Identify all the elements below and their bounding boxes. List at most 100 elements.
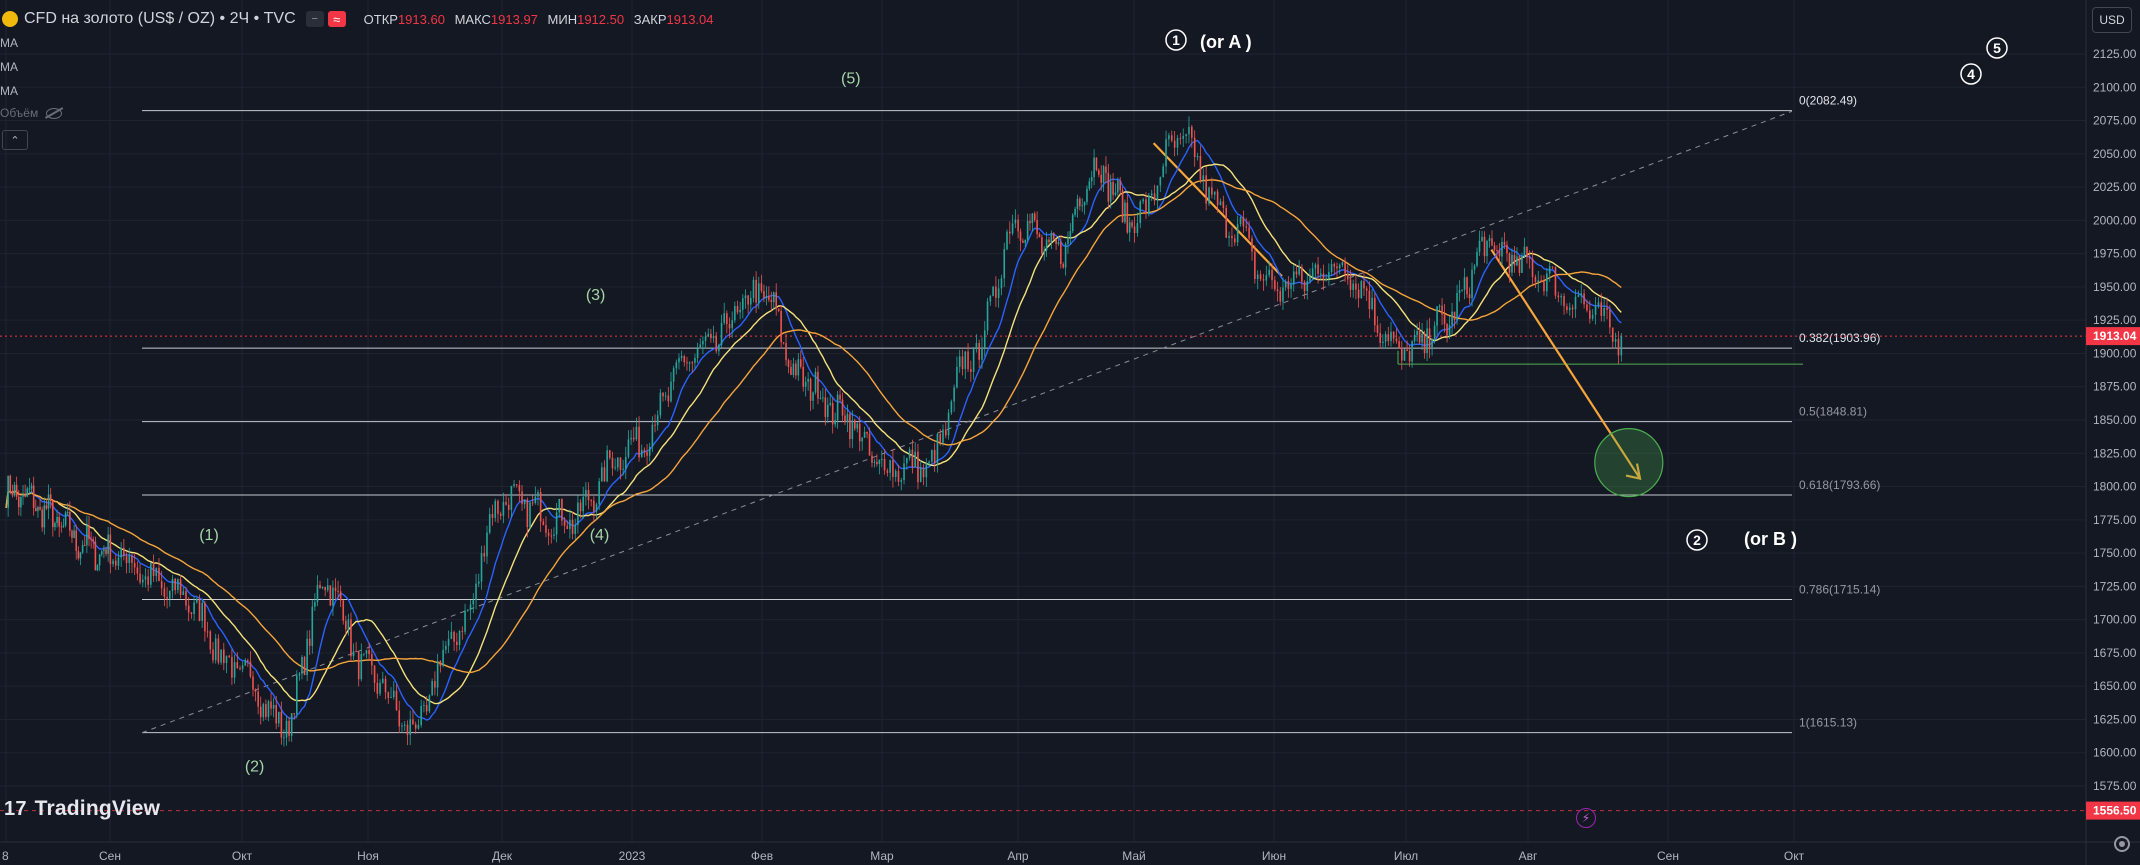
candle-body: [228, 655, 231, 657]
candle-body: [1591, 314, 1594, 319]
candle-body: [1109, 181, 1112, 202]
candle-body: [56, 517, 58, 524]
candle-body: [755, 279, 757, 303]
candle-body: [883, 458, 886, 471]
symbol-title[interactable]: CFD на золото (US$ / OZ) • 2Ч • TVC: [24, 10, 296, 27]
candle-body: [873, 461, 876, 463]
candle-body: [1461, 289, 1463, 291]
candle-body: [376, 682, 379, 694]
candle-body: [710, 333, 712, 339]
candle-body: [239, 668, 241, 670]
candle-body: [342, 600, 345, 621]
x-tick-label: Фев: [751, 849, 773, 863]
candle-body: [319, 584, 321, 589]
candle-body: [160, 581, 163, 589]
candle-body: [387, 692, 390, 698]
x-tick-label: Сен: [1657, 849, 1679, 863]
candle-body: [1295, 271, 1298, 275]
candle-body: [1426, 328, 1428, 354]
major-wave-4: 4: [1960, 63, 1982, 85]
ohlc-values: ОТКР1913.60 МАКС1913.97 МИН1912.50 ЗАКР1…: [364, 12, 720, 27]
candle-body: [614, 467, 616, 469]
minimize-icon[interactable]: −: [305, 11, 324, 27]
indicator-ma-2[interactable]: MA: [0, 60, 18, 74]
candle-body: [1493, 245, 1496, 251]
candle-body: [648, 446, 651, 456]
candle-body: [1090, 177, 1093, 182]
candle-body: [1528, 257, 1531, 259]
candle-body: [107, 534, 109, 554]
candle-body: [1603, 307, 1605, 316]
candle-body: [201, 602, 203, 621]
signal-icon[interactable]: ≈: [327, 11, 346, 27]
gear-icon[interactable]: [2114, 836, 2130, 852]
candle-body: [1476, 251, 1478, 266]
candle-body: [139, 573, 141, 583]
candle-body: [1338, 264, 1341, 269]
candle-body: [466, 609, 469, 611]
wave-number: 4: [1967, 66, 1975, 82]
candle-body: [1574, 296, 1577, 310]
candle-body: [1471, 269, 1473, 299]
candle-body: [829, 403, 832, 405]
candle-body: [1620, 336, 1623, 356]
candle-body: [686, 362, 688, 364]
candle-body: [81, 544, 84, 553]
candle-body: [472, 600, 475, 605]
candle-body: [1352, 283, 1354, 290]
candle-body: [1208, 187, 1210, 204]
candle-body: [802, 366, 805, 387]
candle-body: [1301, 266, 1303, 282]
candle-body: [624, 456, 627, 469]
candle-body: [775, 292, 778, 309]
candle-body: [1597, 302, 1600, 306]
candle-body: [1043, 250, 1046, 254]
candle-body: [265, 704, 267, 717]
eye-hidden-icon[interactable]: [46, 107, 63, 119]
candle-body: [1228, 235, 1230, 238]
candle-body: [587, 489, 590, 501]
candle-body: [824, 397, 827, 417]
candle-body: [236, 662, 239, 669]
candle-body: [1328, 272, 1330, 279]
candle-body: [1168, 135, 1170, 140]
candle-body: [780, 310, 782, 343]
candle-body: [39, 507, 41, 510]
low-label: МИН: [547, 11, 578, 27]
indicator-ma-1[interactable]: MA: [0, 36, 18, 50]
candle-body: [547, 532, 550, 536]
candle-body: [603, 467, 606, 482]
candle-body: [1401, 347, 1403, 361]
lightning-icon[interactable]: ⚡: [1576, 808, 1596, 828]
candle-body: [182, 591, 185, 595]
volume-indicator[interactable]: Объём: [0, 106, 63, 120]
indicator-ma-3[interactable]: MA: [0, 84, 18, 98]
candle-body: [1526, 246, 1528, 258]
candle-body: [1438, 305, 1441, 307]
wave-circle: [1165, 29, 1187, 51]
fibonacci-levels: 0(2082.49) 0.382(1903.96) 0.5(1848.81) 0.61…: [142, 94, 1880, 734]
candle-body: [1248, 227, 1250, 239]
candle-body: [1095, 157, 1098, 171]
tradingview-logo[interactable]: 17 TradingView: [4, 797, 160, 821]
candle-body: [1055, 239, 1057, 244]
candle-body: [206, 631, 209, 633]
candle-body: [1102, 166, 1105, 183]
candle-body: [1062, 264, 1065, 268]
candle-body: [1254, 251, 1256, 280]
candle-body: [777, 308, 780, 311]
candle-body: [967, 351, 969, 370]
major-wave-2: 2: [1686, 529, 1708, 551]
currency-button[interactable]: USD: [2092, 7, 2132, 33]
candle-body: [1036, 220, 1038, 235]
candle-body: [1282, 287, 1284, 302]
candle-body: [1064, 243, 1067, 268]
candle-body: [494, 500, 497, 518]
candle-body: [1363, 281, 1365, 289]
fib-level-label: 0.618(1793.66): [1799, 478, 1880, 492]
collapse-indicators-button[interactable]: ⌃: [2, 130, 28, 150]
candle-body: [670, 381, 672, 402]
candle-body: [158, 567, 160, 582]
candle-body: [58, 517, 61, 527]
